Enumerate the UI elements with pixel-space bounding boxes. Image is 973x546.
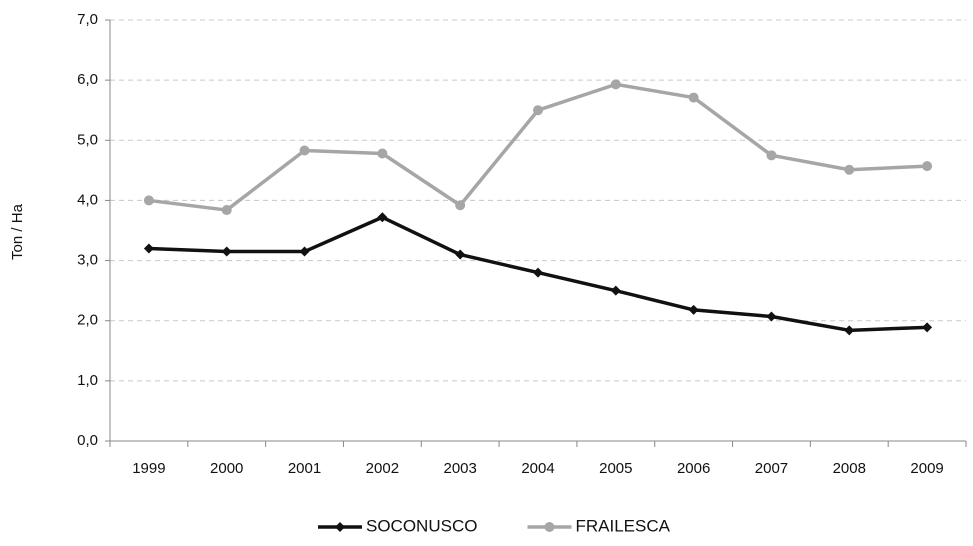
- x-tick-label: 2004: [521, 460, 554, 477]
- y-tick-label: 3,0: [77, 252, 98, 269]
- marker: [299, 145, 310, 156]
- marker: [844, 325, 855, 336]
- series-line: [148, 82, 928, 212]
- marker: [610, 79, 621, 90]
- marker: [844, 164, 855, 175]
- marker: [221, 246, 232, 257]
- y-tick-label: 7,0: [77, 11, 98, 28]
- y-axis-label: Ton / Ha: [9, 203, 26, 260]
- y-tick-label: 4,0: [77, 191, 98, 208]
- marker: [533, 105, 543, 116]
- marker: [922, 161, 933, 172]
- x-tick-label: 2007: [755, 460, 788, 477]
- x-tick-label: 1999: [132, 460, 165, 477]
- y-tick-label: 0,0: [77, 432, 98, 449]
- marker: [335, 522, 345, 532]
- x-tick-label: 2000: [210, 460, 243, 477]
- marker: [143, 243, 154, 254]
- legend-label: SOCONUSCO: [366, 516, 477, 535]
- marker: [455, 249, 466, 260]
- marker: [377, 212, 388, 223]
- x-tick-label: 2006: [677, 460, 710, 477]
- y-tick-label: 5,0: [77, 131, 98, 148]
- marker: [221, 205, 232, 216]
- marker: [688, 304, 699, 315]
- y-tick-label: 6,0: [77, 71, 98, 88]
- y-tick-label: 2,0: [77, 312, 98, 329]
- marker: [143, 195, 154, 206]
- marker: [377, 148, 388, 159]
- x-tick-label: 2001: [288, 460, 321, 477]
- x-tick-label: 2008: [833, 460, 866, 477]
- marker: [299, 246, 310, 257]
- x-tick-label: 2003: [443, 460, 476, 477]
- marker: [922, 322, 933, 333]
- legend-label: FRAILESCA: [575, 516, 670, 535]
- marker: [544, 522, 555, 532]
- marker: [533, 267, 543, 278]
- x-tick-label: 2002: [366, 460, 399, 477]
- marker: [766, 311, 777, 322]
- marker: [766, 150, 777, 161]
- y-tick-label: 1,0: [77, 372, 98, 389]
- x-tick-label: 2005: [599, 460, 632, 477]
- x-tick-label: 2009: [910, 460, 943, 477]
- marker: [455, 200, 466, 211]
- marker: [688, 92, 699, 103]
- marker: [610, 285, 621, 296]
